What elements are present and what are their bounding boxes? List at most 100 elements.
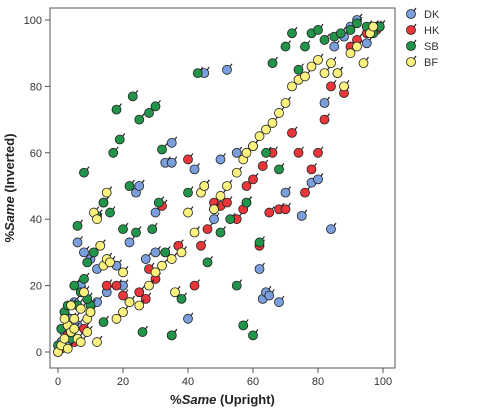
x-axis-title-prefix: %	[170, 392, 182, 407]
data-point-sb	[202, 255, 213, 268]
data-point-sb	[153, 196, 165, 208]
data-point-sb	[79, 166, 90, 178]
data-point-dk	[166, 136, 178, 148]
data-point-sb	[280, 40, 291, 52]
data-point-bf	[248, 139, 259, 152]
y-tick-label: 20	[30, 281, 42, 293]
x-tick-label: 40	[182, 376, 194, 388]
data-point-sb	[108, 146, 119, 158]
data-point-hk	[319, 113, 330, 125]
data-point-bf	[222, 179, 233, 191]
data-point-hk	[257, 159, 269, 171]
data-point-bf	[358, 56, 369, 69]
legend-label-dk: DK	[424, 9, 440, 21]
data-point-dk	[150, 246, 161, 258]
data-point-sb	[124, 179, 135, 191]
data-point-dk	[209, 212, 220, 225]
data-point-bf	[118, 265, 129, 278]
data-point-bf	[209, 202, 220, 215]
data-point-dk	[222, 63, 233, 75]
data-point-sb	[79, 272, 90, 284]
data-point-sb	[147, 222, 158, 235]
data-point-bf	[176, 246, 187, 258]
data-point-sb	[160, 246, 171, 258]
data-point-dk	[134, 179, 145, 191]
data-points	[53, 13, 386, 357]
data-point-bf	[75, 335, 87, 347]
data-point-hk	[287, 126, 298, 138]
x-axis: 0 20 40 60 80 100	[55, 368, 392, 388]
data-point-dk	[231, 146, 243, 158]
data-point-bf	[85, 305, 96, 318]
data-point-bf	[69, 312, 80, 324]
data-point-bf	[274, 106, 285, 118]
legend-marker-sb	[406, 39, 417, 51]
data-point-hk	[189, 279, 200, 291]
data-point-sb	[98, 315, 109, 328]
data-point-sb	[238, 319, 249, 331]
data-point-bf	[189, 226, 200, 238]
legend-marker-hk	[406, 23, 417, 35]
data-point-sb	[127, 90, 139, 102]
data-point-bf	[313, 53, 324, 65]
data-point-bf	[170, 285, 181, 298]
data-point-bf	[75, 302, 87, 314]
data-point-bf	[79, 285, 90, 298]
data-point-bf	[368, 20, 379, 32]
data-point-dk	[189, 163, 200, 175]
data-point-bf	[118, 305, 129, 318]
data-point-sb	[166, 329, 178, 341]
data-point-sb	[215, 226, 226, 238]
data-point-bf	[101, 186, 113, 198]
data-point-hk	[300, 186, 311, 198]
data-point-sb	[225, 212, 236, 225]
data-point-hk	[134, 285, 145, 298]
data-point-dk	[215, 153, 226, 165]
data-point-sb	[137, 325, 148, 337]
data-point-dk	[264, 289, 275, 301]
data-point-bf	[267, 116, 278, 128]
y-tick-label: 80	[30, 81, 42, 93]
x-tick-label: 0	[55, 376, 61, 388]
x-tick-label: 100	[374, 376, 392, 388]
data-point-sb	[105, 206, 116, 218]
data-point-hk	[196, 239, 207, 251]
data-point-dk	[274, 295, 285, 308]
y-axis-title-suffix: (Inverted)	[2, 133, 17, 196]
data-point-bf	[157, 259, 168, 271]
data-point-bf	[134, 299, 145, 311]
data-point-bf	[124, 295, 135, 308]
data-point-bf	[300, 70, 311, 82]
x-tick-label: 80	[312, 376, 324, 388]
data-point-sb	[254, 236, 265, 248]
data-point-bf	[82, 325, 93, 337]
y-axis: 0 20 40 60 80 100	[24, 15, 50, 359]
data-point-hk	[293, 146, 304, 158]
data-point-sb	[241, 196, 252, 208]
data-point-bf	[332, 66, 343, 79]
data-point-hk	[248, 173, 259, 185]
data-point-sb	[157, 143, 168, 155]
legend: DK HK SB BF	[406, 7, 440, 69]
data-point-bf	[241, 146, 252, 158]
data-point-bf	[95, 239, 106, 251]
x-axis-title-suffix: (Upright)	[216, 392, 274, 407]
data-point-sb	[274, 163, 285, 175]
data-point-sb	[82, 255, 93, 268]
data-point-sb	[335, 26, 347, 39]
data-point-hk	[118, 289, 129, 301]
data-point-sb	[118, 222, 129, 235]
data-point-hk	[241, 179, 252, 191]
data-point-hk	[306, 163, 317, 175]
data-point-sb	[131, 226, 142, 238]
data-point-sb	[98, 196, 109, 208]
data-point-bf	[105, 255, 116, 268]
y-axis-title: %Same (Inverted)	[2, 133, 17, 242]
data-point-sb	[111, 103, 122, 115]
data-point-bf	[319, 66, 330, 79]
y-tick-label: 60	[30, 148, 42, 160]
data-point-bf	[326, 56, 337, 69]
data-point-dk	[124, 236, 135, 248]
data-point-sb	[72, 219, 83, 231]
data-point-sb	[183, 186, 194, 198]
